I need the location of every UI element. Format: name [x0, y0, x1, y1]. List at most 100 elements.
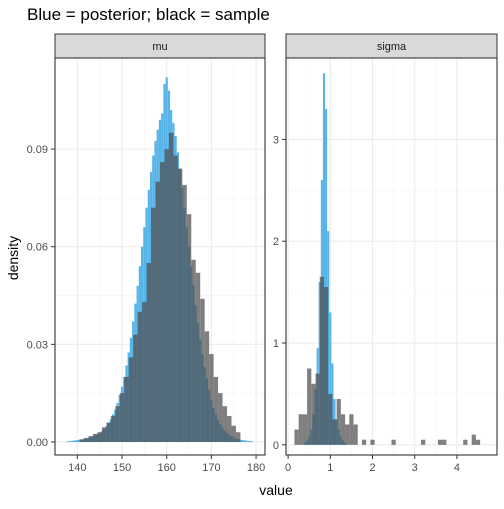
sample-bar	[311, 383, 316, 445]
sample-bar	[361, 439, 367, 445]
x-tick-label: 4	[454, 462, 460, 474]
y-tick-label: 0.09	[27, 144, 48, 156]
sample-bar	[128, 357, 134, 442]
y-tick-label: 2	[273, 236, 279, 248]
sample-bar	[463, 439, 468, 445]
panel-border	[285, 57, 498, 456]
sample-bar	[191, 259, 196, 442]
chart-title: Blue = posterior; black = sample	[27, 5, 270, 24]
sample-bar	[353, 424, 358, 445]
sample-bar	[475, 439, 481, 445]
sample-bar	[106, 422, 111, 442]
sample-bar	[437, 439, 443, 445]
facet-strip-label: sigma	[377, 41, 407, 53]
x-tick-label: 150	[113, 462, 131, 474]
sample-bar	[146, 263, 152, 442]
sample-bar	[336, 399, 341, 445]
sample-bar	[442, 439, 447, 445]
sample-bar	[173, 155, 178, 442]
sample-bar	[302, 414, 308, 445]
posterior-bar	[318, 281, 321, 445]
x-tick-label: 170	[202, 462, 220, 474]
sample-bar	[328, 393, 333, 445]
x-tick-label: 0	[285, 462, 291, 474]
sample-bar	[200, 298, 205, 442]
sample-bar	[391, 439, 396, 445]
posterior-bar	[329, 312, 332, 445]
sample-bar	[92, 433, 98, 442]
sample-bar	[315, 373, 320, 445]
sample-bar	[345, 424, 350, 445]
sample-bar	[177, 168, 183, 442]
sample-bar	[471, 434, 476, 445]
sample-bar	[151, 207, 156, 442]
sample-bar	[155, 181, 160, 442]
facet-strip-mu	[54, 33, 266, 59]
sample-bar	[222, 406, 228, 442]
panel-mu: mu 140 150 160 170 180 0.00 0.03 0.06 0.09	[27, 33, 266, 474]
posterior-bar	[73, 440, 77, 442]
sample-bar	[231, 425, 236, 442]
sample-bar	[235, 432, 241, 442]
y-axis-label: density	[5, 236, 21, 280]
panel-sigma: sigma 0 1 2 3 4 0 1 2 3	[273, 33, 498, 474]
x-tick-label: 140	[68, 462, 86, 474]
sample-bar	[213, 376, 219, 442]
sample-bar	[370, 439, 375, 445]
series-sample	[79, 132, 241, 442]
sample-bar	[97, 432, 102, 442]
sample-bar	[307, 368, 312, 445]
posterior-bar	[250, 441, 253, 442]
sample-bar	[340, 414, 346, 445]
sample-bar	[124, 376, 129, 442]
sample-bar	[168, 132, 174, 442]
posterior-bar	[67, 441, 70, 442]
sample-bar	[227, 415, 232, 442]
posterior-bar	[248, 441, 251, 442]
sample-bar	[133, 334, 138, 442]
sample-bar	[84, 438, 89, 442]
x-axis-label: value	[259, 482, 293, 498]
sample-bar	[195, 272, 201, 442]
sample-bar	[218, 393, 223, 442]
sample-bar	[332, 419, 337, 445]
sample-bar	[319, 276, 324, 445]
posterior-bar	[71, 440, 74, 442]
sample-bar	[79, 439, 85, 442]
sample-bar	[186, 214, 192, 442]
posterior-bar	[246, 440, 249, 442]
sample-bar	[137, 311, 143, 442]
y-tick-label: 0.03	[27, 339, 48, 351]
x-tick-label: 2	[369, 462, 375, 474]
posterior-bar	[78, 439, 81, 442]
x-tick-label: 1	[327, 462, 333, 474]
y-tick-label: 0.06	[27, 242, 48, 254]
posterior-bar	[239, 439, 242, 442]
sample-bar	[110, 415, 116, 442]
sample-bar	[349, 414, 354, 445]
sample-bar	[164, 149, 169, 442]
sample-bar	[101, 427, 107, 442]
sample-bar	[142, 302, 147, 442]
y-tick-label: 1	[273, 338, 279, 350]
posterior-bar	[322, 73, 326, 445]
sample-bar	[160, 162, 165, 442]
x-tick-label: 3	[412, 462, 418, 474]
series-sample	[294, 276, 481, 445]
posterior-bar	[69, 441, 72, 442]
sample-bar	[204, 331, 210, 442]
y-tick-label: 0.00	[27, 437, 48, 449]
posterior-bar	[243, 440, 247, 442]
sample-bar	[294, 429, 299, 445]
sample-bar	[209, 354, 214, 442]
sample-bar	[182, 184, 187, 442]
sample-bar	[323, 287, 329, 445]
panel-border	[54, 57, 266, 456]
y-tick-label: 3	[273, 134, 279, 146]
x-tick-label: 180	[247, 462, 265, 474]
sample-bar	[298, 414, 303, 445]
facet-strip-sigma	[285, 33, 498, 59]
